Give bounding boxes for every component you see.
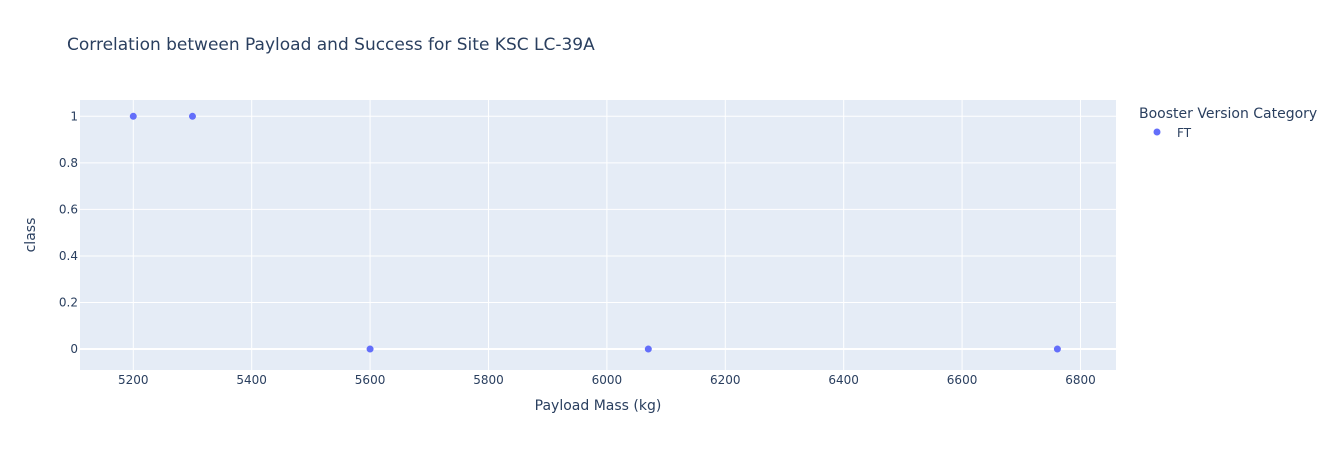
y-tick-label: 0 [70, 342, 78, 356]
x-tick-label: 6400 [828, 373, 859, 387]
y-tick-label: 0.6 [59, 202, 78, 216]
x-tick-label: 5400 [236, 373, 267, 387]
x-tick-label: 5200 [118, 373, 149, 387]
x-tick-label: 6800 [1065, 373, 1096, 387]
legend-title: Booster Version Category [1139, 106, 1317, 122]
data-points [129, 112, 1061, 353]
x-tick-label: 5800 [473, 373, 504, 387]
data-point[interactable] [129, 112, 137, 120]
x-tick-label: 6200 [710, 373, 741, 387]
legend-marker [1153, 128, 1161, 136]
data-point[interactable] [1053, 345, 1061, 353]
y-tick-label: 0.8 [59, 156, 78, 170]
x-gridlines [132, 100, 1081, 370]
y-gridlines [80, 115, 1116, 351]
x-tick-labels: 5200 5400 5600 5800 6000 6200 6400 6600 6800 [118, 373, 1096, 387]
legend-item-ft[interactable]: FT [1153, 126, 1192, 140]
x-tick-label: 6000 [592, 373, 623, 387]
y-tick-labels: 0 0.2 0.4 0.6 0.8 1 [59, 109, 78, 356]
y-axis-title: class [23, 218, 39, 253]
x-tick-label: 5600 [355, 373, 386, 387]
data-point[interactable] [366, 345, 374, 353]
data-point[interactable] [644, 345, 652, 353]
plot-area [80, 100, 1116, 370]
x-axis-title: Payload Mass (kg) [535, 398, 662, 414]
chart-title: Correlation between Payload and Success … [67, 35, 595, 55]
y-tick-label: 0.4 [59, 249, 78, 263]
legend: Booster Version Category FT [1139, 106, 1317, 140]
data-point[interactable] [188, 112, 196, 120]
y-tick-label: 1 [70, 109, 78, 123]
legend-label: FT [1177, 126, 1192, 140]
x-tick-label: 6600 [947, 373, 978, 387]
y-tick-label: 0.2 [59, 296, 78, 310]
